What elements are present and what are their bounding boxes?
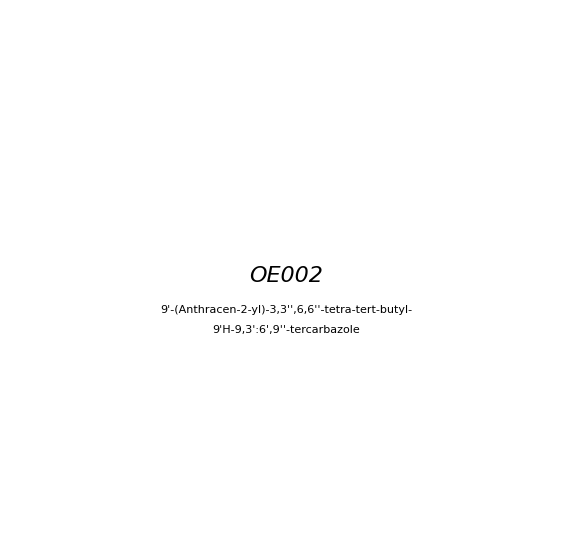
Text: 9'H-9,3':6',9''-tercarbazole: 9'H-9,3':6',9''-tercarbazole [212,325,360,334]
Text: OE002: OE002 [249,266,323,286]
Text: 9'-(Anthracen-2-yl)-3,3'',6,6''-tetra-tert-butyl-: 9'-(Anthracen-2-yl)-3,3'',6,6''-tetra-te… [160,305,412,315]
